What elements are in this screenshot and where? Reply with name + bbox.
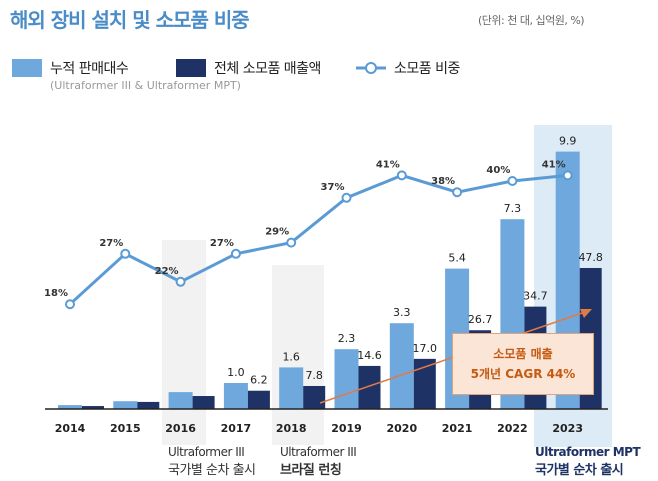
- label-units-2019: 2.3: [338, 332, 356, 345]
- share-point-2015: [120, 248, 131, 259]
- share-point-2017: [230, 248, 241, 259]
- share-point-2020: [396, 170, 407, 181]
- label-consumables-2017: 6.2: [250, 374, 268, 387]
- legend-swatch-units: [12, 59, 42, 77]
- label-units-2017: 1.0: [227, 366, 245, 379]
- label-consumables-2021: 26.7: [468, 313, 493, 326]
- cagr-annotation: 소모품 매출 5개년 CAGR 44%: [452, 333, 594, 395]
- bar-consumables-2017: [247, 390, 270, 409]
- x-tick-2016: 2016: [165, 422, 196, 435]
- share-label-2016: 22%: [155, 266, 179, 277]
- label-units-2020: 3.3: [393, 306, 411, 319]
- x-tick-2015: 2015: [110, 422, 141, 435]
- bar-consumables-2014: [82, 406, 104, 409]
- legend-swatch-consumables: [176, 59, 206, 77]
- share-label-2022: 40%: [486, 165, 510, 176]
- x-tick-2020: 2020: [386, 422, 417, 435]
- x-tick-2017: 2017: [221, 422, 252, 435]
- bar-consumables-2016: [192, 396, 215, 409]
- label-consumables-2018: 7.8: [305, 369, 323, 382]
- share-point-2022: [507, 176, 518, 186]
- legend-label-units: 누적 판매대수: [50, 61, 129, 77]
- legend-share: 소모품 비중: [356, 58, 460, 78]
- bar-consumables-2020: [413, 358, 436, 409]
- share-label-2020: 41%: [376, 159, 400, 170]
- event-2016-product: Ultraformer III: [168, 445, 245, 459]
- bar-consumables-2019: [358, 365, 381, 409]
- event-2018-desc: 브라질 런칭: [280, 463, 342, 478]
- bar-units-2017: [223, 383, 248, 409]
- bar-units-2018: [279, 367, 304, 409]
- share-point-2021: [452, 187, 463, 198]
- x-tick-2022: 2022: [497, 422, 528, 435]
- x-tick-2014: 2014: [55, 422, 86, 435]
- label-consumables-2023: 47.8: [578, 251, 603, 264]
- label-consumables-2019: 14.6: [357, 349, 382, 362]
- bar-consumables-2015: [137, 401, 160, 409]
- highlight-2018: [272, 265, 324, 445]
- annotation-line2: 5개년 CAGR 44%: [470, 367, 576, 381]
- cagr-arrow-head: [580, 309, 592, 318]
- share-point-2016: [175, 276, 186, 287]
- label-units-2021: 5.4: [448, 252, 466, 265]
- legend-subtitle: (Ultraformer III & Ultraformer MPT): [50, 79, 241, 92]
- share-point-2018: [286, 237, 297, 248]
- event-2023: Ultraformer MPT 국가별 순차 출시: [535, 445, 641, 478]
- chart-title: 해외 장비 설치 및 소모품 비중: [10, 8, 250, 32]
- bar-units-2019: [334, 349, 359, 409]
- event-2023-desc: 국가별 순차 출시: [535, 463, 624, 478]
- legend-units: 누적 판매대수: [12, 58, 129, 78]
- share-label-2015: 27%: [99, 238, 123, 249]
- x-tick-2023: 2023: [552, 422, 583, 435]
- event-2018-product: Ultraformer III: [280, 445, 357, 459]
- x-tick-2021: 2021: [442, 422, 473, 435]
- unit-note: (단위: 천 대, 십억원, %): [478, 14, 585, 27]
- share-label-2023: 41%: [542, 159, 566, 170]
- share-point-2019: [341, 192, 352, 203]
- bar-units-2016: [168, 392, 193, 409]
- share-label-2014: 18%: [44, 288, 68, 299]
- x-tick-2019: 2019: [331, 422, 362, 435]
- share-label-2019: 37%: [321, 182, 345, 193]
- legend-label-consumables: 전체 소모품 매출액: [214, 61, 321, 77]
- share-label-2018: 29%: [265, 227, 289, 238]
- share-line: [68, 173, 568, 306]
- event-2016: Ultraformer III 국가별 순차 출시: [168, 445, 256, 478]
- share-point-2014: [65, 299, 75, 310]
- label-consumables-2022: 34.7: [523, 290, 548, 303]
- share-point-2023: [562, 170, 573, 181]
- bar-consumables-2018: [303, 385, 326, 409]
- label-units-2022: 7.3: [504, 202, 522, 215]
- event-2018: Ultraformer III 브라질 런칭: [280, 445, 357, 478]
- legend-consumables: 전체 소모품 매출액: [176, 58, 321, 78]
- legend-line-marker-icon: [356, 62, 386, 74]
- bar-units-2015: [113, 401, 138, 409]
- legend-label-share: 소모품 비중: [394, 61, 460, 77]
- label-units-2018: 1.6: [282, 350, 300, 363]
- label-units-2023: 9.9: [559, 135, 577, 148]
- annotation-line1: 소모품 매출: [493, 347, 553, 361]
- x-tick-2018: 2018: [276, 422, 307, 435]
- bar-units-2020: [389, 323, 414, 409]
- event-2023-product: Ultraformer MPT: [535, 445, 641, 459]
- bar-units-2014: [58, 405, 82, 409]
- label-consumables-2020: 17.0: [413, 342, 438, 355]
- event-2016-desc: 국가별 순차 출시: [168, 463, 256, 478]
- share-label-2017: 27%: [210, 238, 234, 249]
- share-label-2021: 38%: [431, 176, 455, 187]
